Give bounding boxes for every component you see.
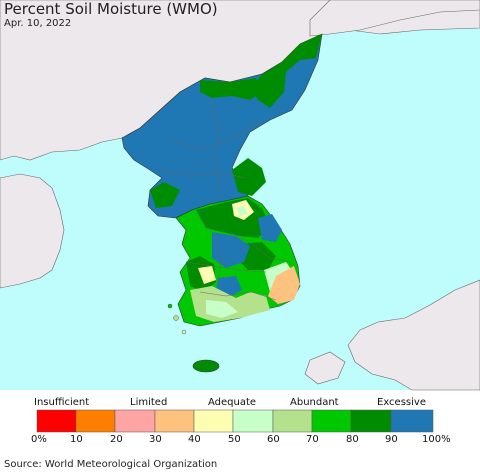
china-coast-west: [0, 173, 65, 289]
legend-colorbar: [36, 409, 434, 433]
legend-tick-50: 50: [228, 434, 241, 445]
legend-swatch-8: [350, 409, 392, 433]
legend-tick-40: 40: [188, 434, 201, 445]
legend-swatch-4: [193, 409, 234, 433]
source-credit: Source: World Meteorological Organizatio…: [4, 459, 218, 470]
sk-limited-low-west: [198, 266, 216, 284]
legend-tick-100: 100%: [422, 434, 451, 445]
russia-landmass: [309, 0, 480, 37]
map-title: Percent Soil Moisture (WMO): [4, 0, 218, 18]
legend-swatch-6: [272, 409, 313, 433]
island-3: [181, 329, 187, 335]
legend-category-limited: Limited: [130, 397, 168, 408]
legend-tick-90: 90: [385, 434, 398, 445]
legend-tick-60: 60: [267, 434, 280, 445]
map-date: Apr. 10, 2022: [4, 18, 72, 29]
north-korea-abundant-e: [232, 158, 266, 196]
legend-tick-70: 70: [306, 434, 319, 445]
sk-limited-southeast: [268, 266, 300, 304]
legend-swatch-2: [114, 409, 156, 433]
legend-swatch-1: [75, 409, 116, 433]
legend-category-excessive: Excessive: [377, 397, 426, 408]
north-korea-abundant-sw: [150, 182, 180, 208]
legend-category-abundant: Abundant: [290, 397, 339, 408]
legend-tick-20: 20: [110, 434, 123, 445]
island-1: [173, 315, 179, 321]
legend-swatch-5: [232, 409, 274, 433]
legend-swatch-3: [154, 409, 195, 433]
legend-tick-30: 30: [149, 434, 162, 445]
island-2: [167, 303, 173, 309]
legend-swatch-7: [311, 409, 352, 433]
sk-adequate-south: [206, 300, 238, 318]
legend-tick-80: 80: [346, 434, 359, 445]
sk-adequate-north: [236, 206, 248, 216]
north-korea-abundant-n: [200, 78, 262, 100]
japan-landmass: [347, 279, 480, 391]
province-boundaries: [159, 99, 291, 301]
japan-island-west: [304, 351, 346, 385]
legend-category-adequate: Adequate: [208, 397, 257, 408]
legend-category-insufficient: Insufficient: [34, 397, 90, 408]
legend-tick-0: 0%: [31, 434, 47, 445]
jeju-island: [192, 359, 220, 373]
north-korea-abundant-ne: [252, 34, 322, 108]
legend-swatch-9: [390, 409, 434, 433]
sk-abundant-high-north: [196, 198, 270, 238]
legend-tick-10: 10: [70, 434, 83, 445]
legend-swatch-0: [36, 409, 77, 433]
sk-excessive-east: [258, 214, 282, 242]
